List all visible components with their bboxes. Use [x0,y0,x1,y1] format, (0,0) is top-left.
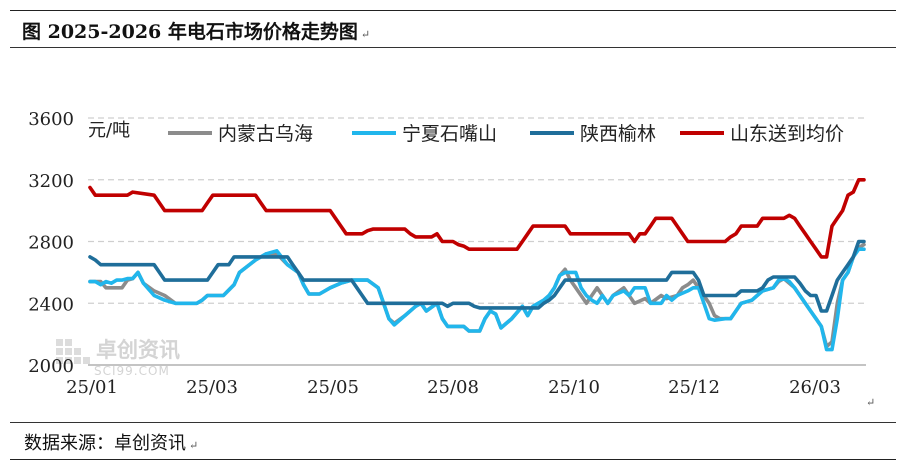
legend-label: 内蒙古乌海 [218,123,313,145]
y-axis-unit: 元/吨 [88,120,130,141]
watermark-site: SCI99.COM [94,364,170,378]
y-tick-label: 2800 [28,233,74,254]
data-source-text: 数据来源：卓创资讯 [24,433,186,454]
footer-bar: 数据来源：卓创资讯 ↵ [10,422,896,460]
legend-label: 陕西榆林 [580,123,656,145]
series-line [88,178,866,259]
y-tick-label: 3600 [28,109,74,130]
x-axis-labels: 25/01 25/03 25/05 25/08 25/10 25/12 26/03 [66,377,841,398]
data-source: 数据来源：卓创资讯 ↵ [24,429,198,455]
x-tick-label: 25/08 [427,377,479,398]
y-tick-label: 2000 [28,356,74,377]
paragraph-mark-icon: ↵ [866,396,876,409]
paragraph-mark-icon: ↵ [189,439,199,452]
x-tick-label: 25/12 [668,377,720,398]
x-tick-label: 25/10 [548,377,600,398]
gridlines [88,117,866,304]
paragraph-mark-icon: ↵ [360,28,371,41]
watermark: 卓创资讯 SCI99.COM [56,338,180,378]
series-lines [88,178,866,352]
y-tick-label: 3200 [28,171,74,192]
chart-title-text: 图 2025-2026 年电石市场价格走势图 [22,21,358,43]
x-tick-label: 25/05 [307,377,359,398]
x-tick-label: 25/01 [66,377,118,398]
legend: 内蒙古乌海 宁夏石嘴山 陕西榆林 山东送到均价 [168,123,844,145]
x-tick-label: 25/03 [186,377,238,398]
title-bar: 图 2025-2026 年电石市场价格走势图 ↵ [10,10,896,48]
series-line [88,239,866,313]
chart-title: 图 2025-2026 年电石市场价格走势图 ↵ [22,17,370,44]
legend-label: 山东送到均价 [730,123,844,145]
watermark-brand: 卓创资讯 [96,338,180,362]
y-axis-labels: 2000 2400 2800 3200 3600 [28,109,74,377]
y-tick-label: 2400 [28,294,74,315]
x-tick-label: 26/03 [789,377,841,398]
watermark-logo-icon [56,339,90,364]
series-line [88,247,866,352]
legend-label: 宁夏石嘴山 [402,123,497,145]
